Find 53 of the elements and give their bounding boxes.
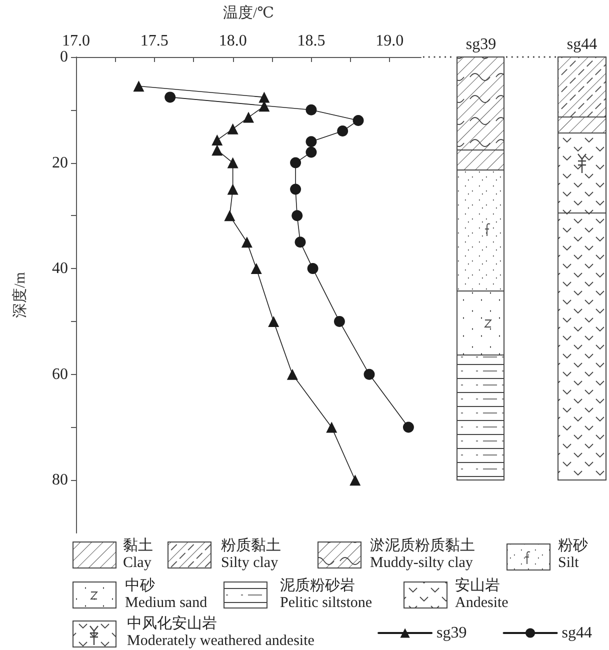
legend-label: sg44 <box>562 624 592 642</box>
text: 中砂 Medium sand <box>125 578 208 612</box>
x-tick-label: 18.0 <box>218 32 247 50</box>
legend-label: sg39 <box>436 624 467 642</box>
y-tick-label: 20 <box>52 154 68 172</box>
point <box>292 210 303 222</box>
y-tick-label: 0 <box>60 48 68 66</box>
point <box>268 316 280 327</box>
x-tick-label: 18.5 <box>297 32 326 50</box>
y-tick-label: 60 <box>52 366 68 383</box>
point <box>290 157 302 168</box>
point <box>227 157 238 168</box>
point <box>241 236 252 248</box>
point <box>334 316 345 327</box>
point <box>212 134 223 146</box>
x-tick-label: 17.5 <box>140 32 168 50</box>
y-axis-title: 深度/m <box>12 272 28 318</box>
point <box>227 184 238 195</box>
x-tick-label: 19.0 <box>376 32 404 50</box>
point <box>212 144 223 156</box>
point <box>306 136 317 148</box>
text: 中风化安山岩 Moderately weathered andesite <box>127 616 314 650</box>
x-axis-title: 温度/℃ <box>223 4 274 22</box>
text: sg44 <box>566 36 598 53</box>
point <box>337 126 348 137</box>
text: 黏土 Clay <box>123 538 153 572</box>
point <box>243 112 254 123</box>
point <box>224 210 236 222</box>
point <box>290 184 302 195</box>
text: 淤泥质粉质黏土 Muddy-silty clay <box>370 538 475 572</box>
point <box>227 123 238 134</box>
point <box>258 92 270 103</box>
point <box>402 422 414 433</box>
point <box>133 80 144 92</box>
point <box>294 236 306 248</box>
point <box>307 263 318 274</box>
point <box>364 368 375 380</box>
point <box>250 263 262 274</box>
point <box>164 92 176 103</box>
point <box>350 474 361 486</box>
point <box>286 368 298 380</box>
text: 安山岩 Andesite <box>455 578 508 612</box>
y-tick-label: 80 <box>52 472 68 489</box>
text: sg39 <box>466 36 496 53</box>
point <box>306 104 317 116</box>
x-tick-label: 17.0 <box>62 32 90 50</box>
text: 泥质粉砂岩 Pelitic siltstone <box>280 578 372 612</box>
y-tick-label: 40 <box>52 260 68 278</box>
text: 粉质黏土 Silty clay <box>221 538 281 572</box>
point <box>326 422 338 433</box>
point <box>352 114 364 126</box>
text: 粉砂 Silt <box>558 538 588 572</box>
point <box>306 146 317 158</box>
